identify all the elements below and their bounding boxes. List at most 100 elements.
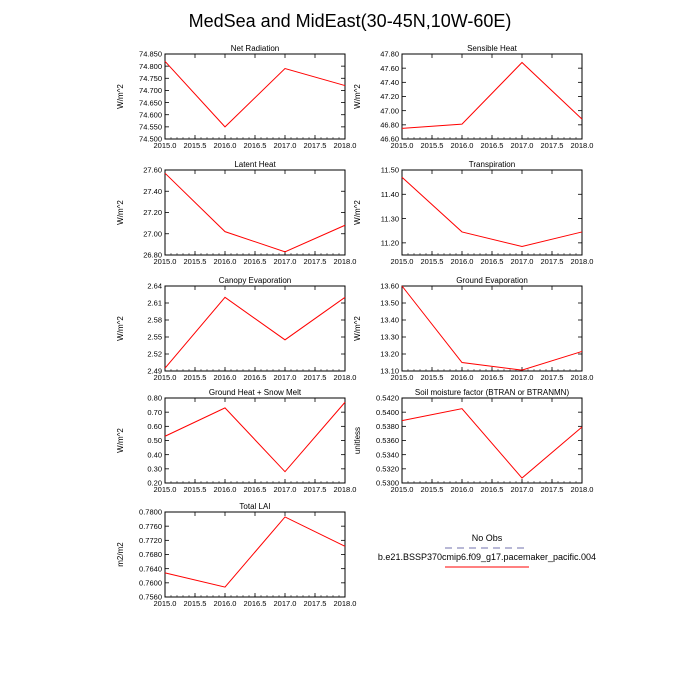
y-tick-label: 0.80 — [147, 394, 162, 403]
y-tick-label: 47.40 — [380, 78, 399, 87]
x-tick-label: 2017.0 — [511, 257, 534, 266]
series-line-net-radiation — [164, 60, 346, 128]
y-tick-label: 27.00 — [143, 229, 162, 238]
x-tick-label: 2015.0 — [154, 257, 177, 266]
x-tick-label: 2015.5 — [421, 373, 444, 382]
y-tick-label: 0.50 — [147, 436, 162, 445]
x-tick-label: 2015.5 — [421, 141, 444, 150]
x-tick-label: 2017.5 — [541, 373, 564, 382]
x-tick-label: 2017.0 — [274, 141, 297, 150]
panel-title-ground-evaporation: Ground Evaporation — [456, 276, 528, 285]
y-tick-label: 0.5380 — [376, 422, 399, 431]
y-tick-label: 0.7560 — [139, 593, 162, 602]
y-tick-label: 0.7600 — [139, 579, 162, 588]
y-tick-label: 74.850 — [139, 50, 162, 59]
y-tick-label: 0.5420 — [376, 394, 399, 403]
x-tick-label: 2015.0 — [154, 485, 177, 494]
x-tick-label: 2017.5 — [304, 257, 327, 266]
series-line-ground-evaporation — [401, 285, 583, 371]
figure-title: MedSea and MidEast(30-45N,10W-60E) — [189, 11, 512, 31]
panel-title-net-radiation: Net Radiation — [231, 44, 279, 53]
y-tick-label: 0.30 — [147, 465, 162, 474]
x-tick-label: 2015.0 — [391, 141, 414, 150]
y-tick-label: 47.20 — [380, 92, 399, 101]
x-tick-label: 2018.0 — [334, 257, 357, 266]
series-line-sensible-heat — [401, 61, 583, 129]
x-tick-label: 2017.5 — [304, 141, 327, 150]
x-tick-label: 2016.0 — [214, 373, 237, 382]
y-axis-label-soil-moisture-factor-btran-or-btranmn: unitless — [353, 427, 362, 454]
x-tick-label: 2015.5 — [184, 373, 207, 382]
y-tick-label: 13.40 — [380, 316, 399, 325]
panel-net-radiation: Net Radiation 2015.0 2015.5 2016.0 2016.5 201… — [116, 44, 356, 150]
y-tick-label: 0.5300 — [376, 479, 399, 488]
panel-transpiration: Transpiration 2015.0 2015.5 2016.0 2016.5 201… — [353, 160, 593, 266]
x-tick-label: 2016.5 — [481, 141, 504, 150]
x-tick-label: 2015.5 — [184, 599, 207, 608]
y-tick-label: 27.60 — [143, 166, 162, 175]
x-tick-label: 2016.5 — [244, 141, 267, 150]
y-tick-label: 27.40 — [143, 187, 162, 196]
x-tick-label: 2015.0 — [154, 373, 177, 382]
x-tick-label: 2018.0 — [571, 257, 594, 266]
y-tick-label: 74.600 — [139, 110, 162, 119]
x-tick-label: 2016.0 — [214, 257, 237, 266]
panel-soil-moisture-factor-btran-or-btranmn: Soil moisture factor (BTRAN or BTRANMN) 2… — [353, 388, 593, 494]
series-line-latent-heat — [164, 172, 346, 253]
y-tick-label: 47.80 — [380, 50, 399, 59]
y-tick-label: 0.40 — [147, 450, 162, 459]
y-tick-label: 0.5400 — [376, 408, 399, 417]
x-tick-label: 2016.5 — [481, 257, 504, 266]
plot-frame-transpiration — [401, 169, 583, 256]
x-tick-label: 2018.0 — [571, 141, 594, 150]
panel-canopy-evaporation: Canopy Evaporation 2015.0 2015.5 2016.0 2016… — [116, 276, 356, 382]
x-tick-label: 2016.5 — [481, 373, 504, 382]
y-tick-label: 2.64 — [147, 282, 162, 291]
y-tick-label: 2.61 — [147, 299, 162, 308]
x-tick-label: 2016.0 — [451, 485, 474, 494]
y-tick-label: 13.50 — [380, 299, 399, 308]
y-axis-label-ground-heat-snow-melt: W/m^2 — [116, 428, 125, 453]
x-tick-label: 2017.5 — [541, 257, 564, 266]
y-tick-label: 0.7640 — [139, 564, 162, 573]
panel-ground-evaporation: Ground Evaporation 2015.0 2015.5 2016.0 2016… — [353, 276, 593, 382]
y-tick-label: 0.5340 — [376, 450, 399, 459]
x-tick-label: 2018.0 — [571, 485, 594, 494]
y-tick-label: 2.55 — [147, 333, 162, 342]
x-tick-label: 2018.0 — [334, 599, 357, 608]
plot-frame-net-radiation — [164, 53, 346, 140]
panel-total-lai: Total LAI 2015.0 2015.5 2016.0 2016.5 2017.0 2… — [116, 502, 356, 608]
y-tick-label: 74.700 — [139, 86, 162, 95]
x-tick-label: 2017.5 — [304, 485, 327, 494]
series-line-ground-heat-snow-melt — [164, 401, 346, 473]
y-tick-label: 11.50 — [381, 166, 399, 175]
x-tick-label: 2015.0 — [154, 599, 177, 608]
plot-frame-canopy-evaporation — [164, 285, 346, 372]
x-tick-label: 2015.0 — [154, 141, 177, 150]
y-tick-label: 47.60 — [380, 64, 399, 73]
x-tick-label: 2017.0 — [511, 485, 534, 494]
y-tick-label: 74.750 — [139, 74, 162, 83]
x-tick-label: 2016.5 — [244, 373, 267, 382]
panel-latent-heat: Latent Heat 2015.0 2015.5 2016.0 2016.5 2017.… — [116, 160, 356, 266]
y-axis-label-net-radiation: W/m^2 — [116, 84, 125, 109]
y-tick-label: 0.7760 — [139, 522, 162, 531]
y-axis-label-transpiration: W/m^2 — [353, 200, 362, 225]
panel-sensible-heat: Sensible Heat 2015.0 2015.5 2016.0 2016.5 201… — [353, 44, 593, 150]
x-tick-label: 2015.0 — [391, 373, 414, 382]
plot-frame-ground-evaporation — [401, 285, 583, 372]
y-tick-label: 2.58 — [147, 316, 162, 325]
panels: Net Radiation 2015.0 2015.5 2016.0 2016.5 201… — [116, 44, 593, 608]
x-tick-label: 2017.5 — [541, 141, 564, 150]
plot-frame-soil-moisture-factor-btran-or-btranmn — [401, 397, 583, 484]
x-tick-label: 2017.0 — [274, 257, 297, 266]
y-tick-label: 74.550 — [139, 123, 162, 132]
x-tick-label: 2018.0 — [334, 485, 357, 494]
panel-title-total-lai: Total LAI — [239, 502, 270, 511]
y-tick-label: 74.800 — [139, 62, 162, 71]
x-tick-label: 2018.0 — [571, 373, 594, 382]
x-tick-label: 2016.5 — [244, 257, 267, 266]
panel-title-transpiration: Transpiration — [469, 160, 515, 169]
panel-title-ground-heat-snow-melt: Ground Heat + Snow Melt — [209, 388, 302, 397]
y-tick-label: 0.60 — [147, 422, 162, 431]
